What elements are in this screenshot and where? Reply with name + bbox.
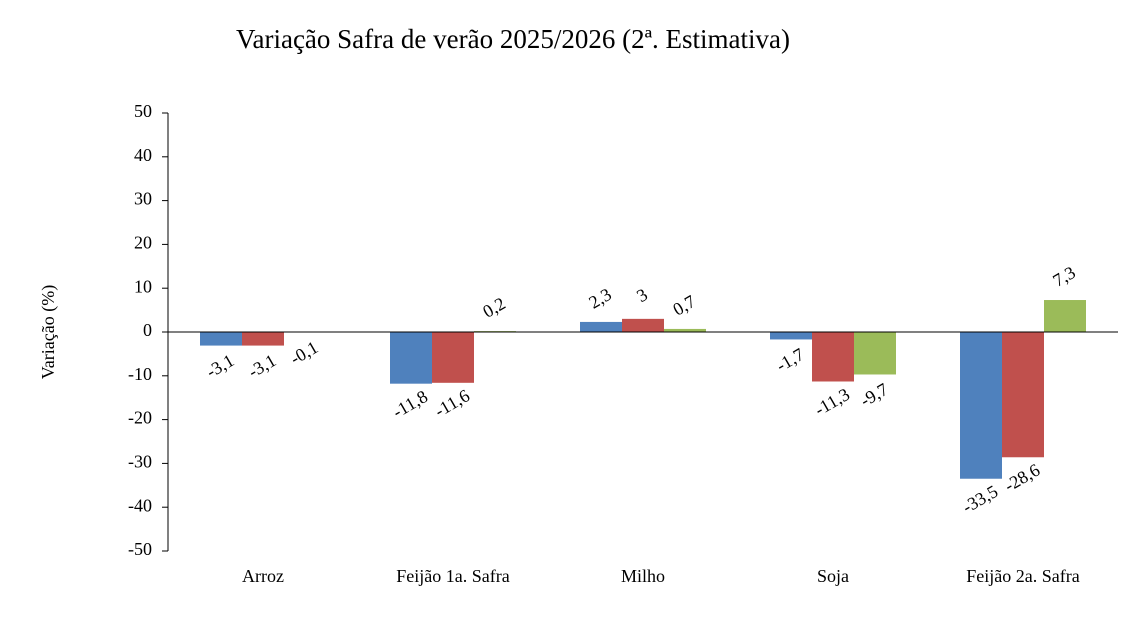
bar (622, 318, 664, 332)
data-label: -0,1 (287, 337, 322, 369)
y-tick-label: 0 (143, 320, 152, 340)
y-tick-label: 40 (134, 145, 152, 165)
data-label: 2,3 (585, 284, 614, 313)
data-label: -11,8 (389, 386, 431, 422)
data-label: 3 (633, 284, 651, 306)
data-label: 0,7 (669, 291, 698, 320)
y-tick-label: 50 (134, 101, 152, 121)
bar (432, 332, 474, 383)
y-tick-label: -20 (128, 408, 152, 428)
chart-title: Variação Safra de verão 2025/2026 (2ª. E… (236, 24, 790, 54)
x-tick-label: Arroz (242, 566, 284, 586)
y-axis-title: Variação (%) (38, 285, 59, 379)
data-label: -11,3 (811, 384, 853, 420)
data-label: -33,5 (959, 481, 1001, 517)
data-label: -11,6 (431, 385, 473, 421)
bar (664, 328, 706, 332)
data-label: -1,7 (773, 344, 808, 376)
bar (580, 321, 622, 332)
y-tick-label: 10 (134, 276, 152, 296)
bar (960, 332, 1002, 479)
data-label: -28,6 (1001, 460, 1043, 496)
bar (200, 332, 242, 346)
data-label: 0,2 (479, 293, 508, 322)
bar (812, 332, 854, 382)
data-label: -3,1 (245, 350, 280, 382)
x-tick-label: Feijão 1a. Safra (396, 566, 509, 586)
bar (242, 332, 284, 346)
data-label: -3,1 (203, 350, 238, 382)
x-tick-label: Feijão 2a. Safra (966, 566, 1079, 586)
y-tick-label: 30 (134, 189, 152, 209)
bar (1044, 300, 1086, 332)
y-tick-label: -10 (128, 364, 152, 384)
bar (854, 332, 896, 375)
bar (390, 332, 432, 384)
bar (1002, 332, 1044, 458)
x-tick-label: Soja (817, 566, 849, 586)
y-tick-label: -50 (128, 539, 152, 559)
bar (770, 332, 812, 340)
data-label: -9,7 (857, 379, 892, 411)
y-tick-label: -30 (128, 452, 152, 472)
data-label: 7,3 (1049, 262, 1078, 291)
y-tick-label: -40 (128, 495, 152, 515)
y-tick-label: 20 (134, 233, 152, 253)
x-tick-label: Milho (621, 566, 665, 586)
